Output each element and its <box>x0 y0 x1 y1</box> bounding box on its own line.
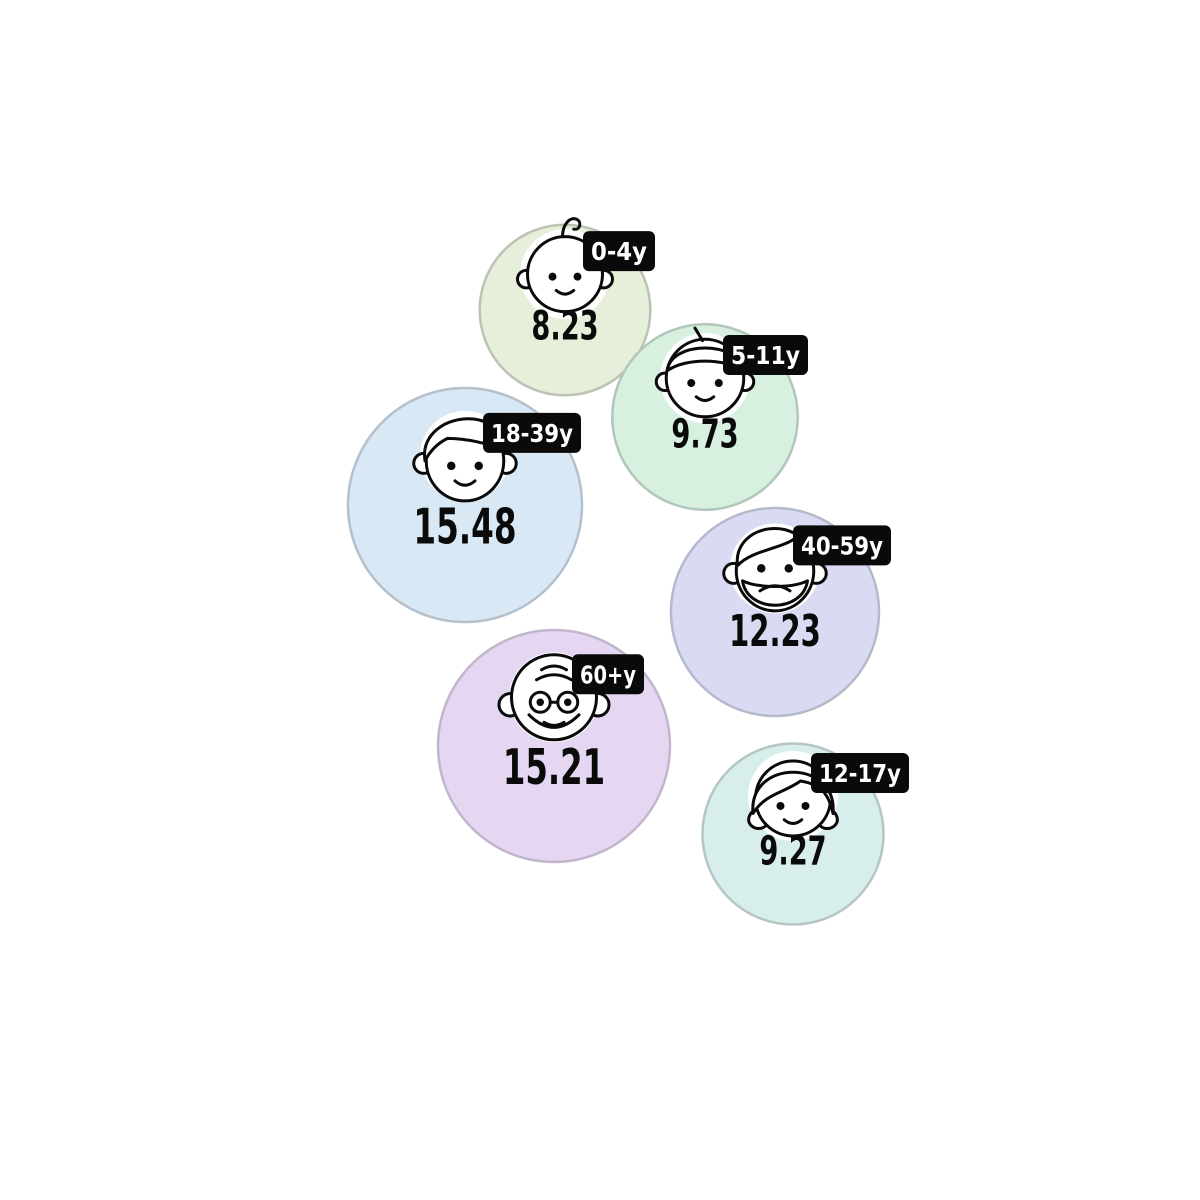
age-group-label: 40-59y <box>801 531 883 560</box>
bubble-value-label: 15.21 <box>503 740 605 796</box>
age-group-label: 5-11y <box>731 341 800 370</box>
bubble-value-label: 12.23 <box>729 606 821 657</box>
bubble-40-59y: 12.23 40-59y <box>669 506 891 718</box>
bubble-value-label: 9.73 <box>671 412 738 458</box>
age-group-tag: 60+y <box>572 654 644 695</box>
bubble-value-label: 15.48 <box>413 497 516 555</box>
bubble-0-4y: 8.23 0-4y <box>478 217 655 397</box>
bubble-60plusy: 15.21 60+y <box>436 628 672 864</box>
age-group-label: 12-17y <box>819 759 901 788</box>
age-group-tag: 18-39y <box>483 412 581 453</box>
bubble-18-39y: 15.48 18-39y <box>346 386 584 624</box>
bubble-value-label: 8.23 <box>531 303 598 349</box>
bubble-value-label: 9.27 <box>759 828 826 874</box>
bubble-5-11y: 9.73 5-11y <box>610 322 808 512</box>
age-group-tag: 40-59y <box>793 525 891 566</box>
bubble-12-17y: 9.27 12-17y <box>701 742 909 926</box>
age-group-tag: 12-17y <box>811 752 909 793</box>
age-group-label: 18-39y <box>491 419 573 448</box>
age-group-label: 60+y <box>580 660 636 689</box>
age-group-tag: 5-11y <box>723 335 808 376</box>
age-group-tag: 0-4y <box>583 231 655 272</box>
age-group-label: 0-4y <box>591 237 647 266</box>
